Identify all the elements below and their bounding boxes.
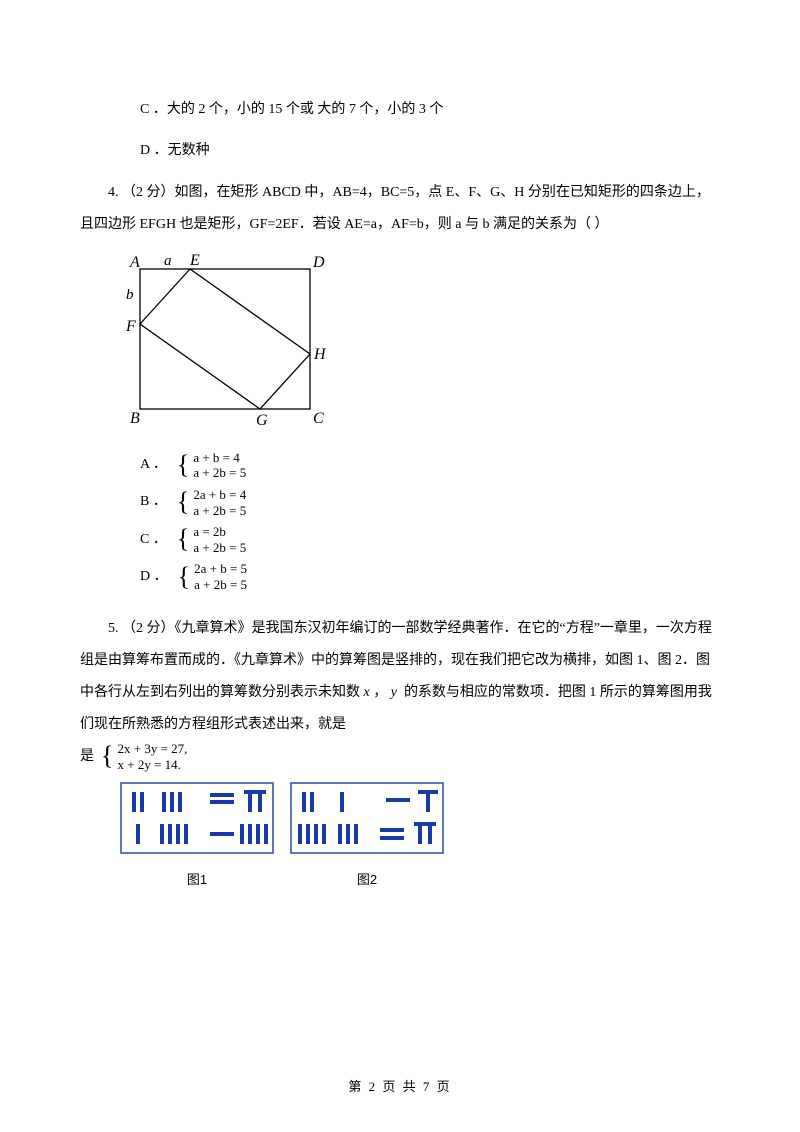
figure-1: 图1 [120,782,274,895]
q5-text: 5. （2 分）《九章算术》是我国东汉初年编订的一部数学经典著作．在它的“方程”… [80,613,720,742]
svg-text:F: F [125,318,136,335]
figure-2-label: 图2 [290,866,444,895]
q4-option-b: B ． { 2a + b = 4 a + 2b = 5 [80,487,720,518]
q4-text: 4. （2 分）如图，在矩形 ABCD 中，AB=4，BC=5，点 E、F、G、… [80,177,720,241]
figure-1-label: 图1 [120,866,274,895]
svg-text:H: H [313,346,327,363]
page: C ．大的 2 个，小的 15 个或 大的 7 个，小的 3 个 D ．无数种 … [0,0,800,1132]
svg-text:A: A [129,254,140,271]
prev-option-d: D ．无数种 [80,136,720,167]
svg-text:G: G [256,412,268,429]
svg-text:D: D [312,254,325,271]
svg-text:B: B [130,410,140,427]
svg-text:C: C [313,410,324,427]
prev-option-c: C ．大的 2 个，小的 15 个或 大的 7 个，小的 3 个 [80,95,720,126]
svg-text:a: a [164,253,172,269]
svg-text:E: E [189,252,200,269]
q4-option-c: C ． { a = 2b a + 2b = 5 [80,524,720,555]
q5-system: 是 { 2x + 3y = 27, x + 2y = 14. [80,741,720,772]
figure-2: 图2 [290,782,444,895]
page-footer: 第 2 页 共 7 页 [0,1073,800,1102]
q5-figures: 图1 [80,782,720,895]
q4-option-d: D ． { 2a + b = 5 a + 2b = 5 [80,561,720,592]
svg-text:b: b [126,287,134,303]
q4-figure: A a E D b F H B G C [80,249,720,442]
q4-option-a: A ． { a + b = 4 a + 2b = 5 [80,450,720,481]
